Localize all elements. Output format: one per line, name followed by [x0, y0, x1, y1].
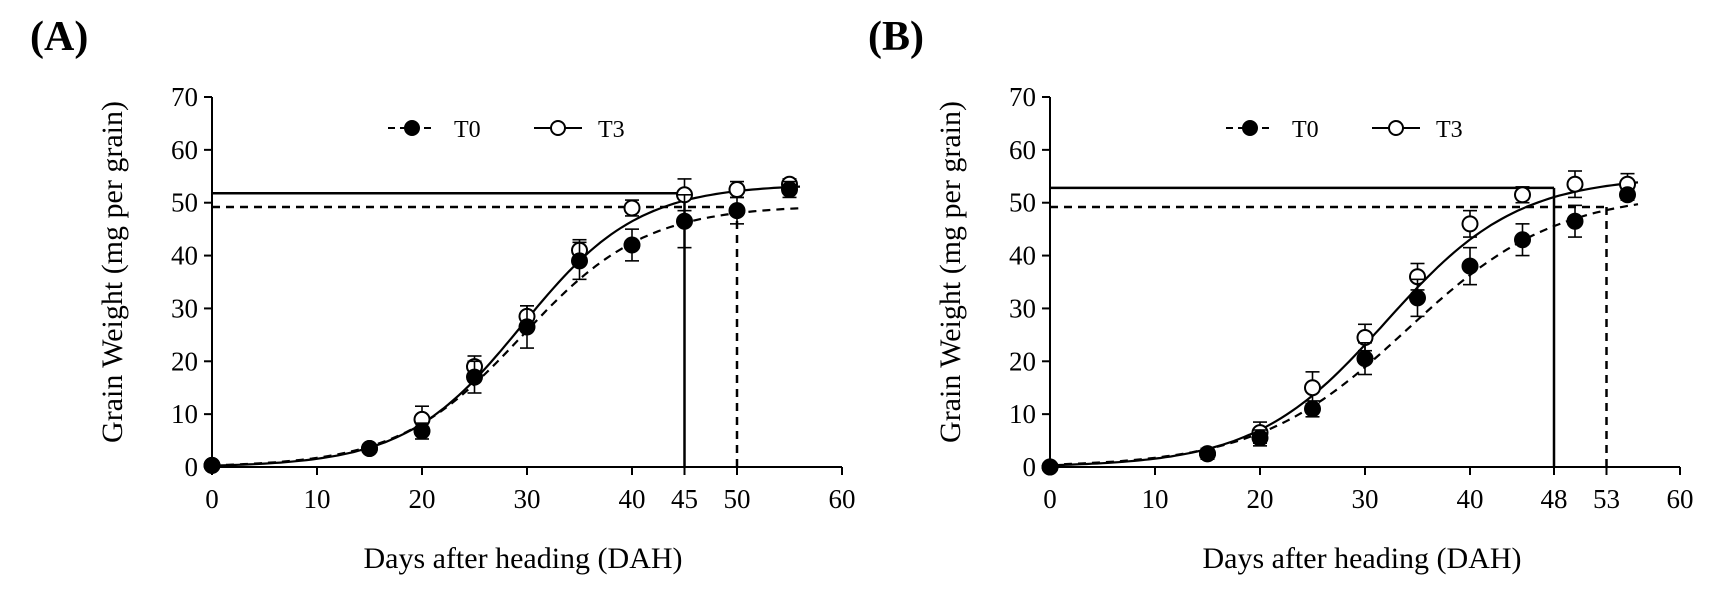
y-tick-label: 50: [1009, 188, 1036, 218]
y-tick-label: 10: [171, 399, 198, 429]
y-tick-label: 0: [185, 452, 199, 482]
data-point-t0: [1304, 400, 1321, 418]
data-point-t0: [1199, 445, 1216, 463]
y-axis-title: Grain Weight (mg per grain): [934, 101, 967, 443]
y-tick-label: 40: [1009, 241, 1036, 271]
legend-t0-label: T0: [1292, 117, 1319, 143]
legend: T0 T3: [1226, 117, 1463, 143]
fit-curve-t3: [211, 185, 801, 467]
data-point-t0: [1356, 350, 1374, 368]
x-tick-label: 48: [1541, 484, 1568, 514]
data-point-t0: [466, 368, 483, 386]
x-axis-title: Days after heading (DAH): [363, 542, 682, 575]
panel-b: (B) Grain Weight (mg per grain) Days aft…: [868, 14, 1694, 575]
data-point-t0: [1566, 212, 1584, 230]
legend-t0-marker: [1242, 120, 1258, 136]
y-tick-label: 20: [171, 346, 198, 376]
panel-label: (B): [868, 14, 924, 60]
data-point-t0: [728, 202, 746, 220]
x-tick-label: 60: [1667, 484, 1694, 514]
y-tick-label: 60: [171, 135, 198, 165]
data-point-t0: [203, 456, 221, 474]
y-tick-label: 40: [171, 241, 198, 271]
y-tick-label: 70: [1009, 82, 1036, 112]
fit-curve-t0: [1049, 203, 1639, 466]
y-tick-label: 30: [171, 293, 198, 323]
x-tick-label: 60: [829, 484, 856, 514]
legend-t3-label: T3: [1436, 117, 1463, 143]
x-tick-label: 20: [409, 484, 436, 514]
data-point-t0: [361, 440, 378, 457]
x-tick-label: 45: [671, 484, 698, 514]
data-point-t3: [1304, 379, 1321, 397]
x-tick-label: 10: [304, 484, 331, 514]
y-axis-title: Grain Weight (mg per grain): [96, 101, 129, 443]
y-tick-label: 70: [171, 82, 198, 112]
y-tick-label: 60: [1009, 135, 1036, 165]
x-tick-label: 10: [1142, 484, 1169, 514]
data-point-t0: [1409, 289, 1426, 307]
x-tick-label: 0: [205, 484, 219, 514]
data-point-t0: [571, 252, 588, 270]
fit-curve-t0: [211, 207, 801, 467]
data-point-t0: [413, 422, 431, 440]
data-point-t3: [728, 181, 746, 198]
legend-t0-label: T0: [454, 117, 481, 143]
y-tick-label: 0: [1023, 452, 1037, 482]
x-tick-label: 0: [1043, 484, 1057, 514]
x-tick-label: 20: [1247, 484, 1274, 514]
y-tick-label: 20: [1009, 346, 1036, 376]
x-tick-label: 40: [1457, 484, 1484, 514]
data-point-t0: [1461, 257, 1479, 275]
fit-curve-t3: [1049, 181, 1639, 467]
x-tick-label: 40: [619, 484, 646, 514]
x-tick-label: 53: [1593, 484, 1620, 514]
data-point-t0: [1041, 458, 1059, 476]
data-point-t3: [623, 199, 641, 217]
data-point-t0: [623, 236, 641, 254]
panel-label: (A): [30, 14, 88, 60]
legend-t3-label: T3: [598, 117, 625, 143]
data-point-t3: [1461, 215, 1479, 233]
legend: T0 T3: [388, 117, 625, 143]
x-tick-label: 30: [1352, 484, 1379, 514]
y-tick-label: 50: [171, 188, 198, 218]
y-tick-label: 10: [1009, 399, 1036, 429]
data-point-t3: [1514, 186, 1531, 204]
data-point-t0: [1514, 231, 1531, 249]
data-point-t0: [1619, 186, 1636, 204]
data-point-t0: [676, 212, 693, 230]
x-tick-label: 50: [724, 484, 751, 514]
data-point-t0: [781, 181, 798, 198]
legend-t3-marker: [550, 120, 566, 136]
data-point-t0: [1251, 429, 1269, 447]
legend-t0-marker: [404, 120, 420, 136]
x-axis-title: Days after heading (DAH): [1202, 542, 1521, 575]
data-point-t3: [1566, 175, 1584, 193]
legend-t3-marker: [1388, 120, 1404, 136]
panel-a: (A) Grain Weight (mg per grain) Days aft…: [30, 14, 856, 575]
y-tick-label: 30: [1009, 293, 1036, 323]
x-tick-label: 30: [514, 484, 541, 514]
data-point-t0: [518, 318, 536, 336]
